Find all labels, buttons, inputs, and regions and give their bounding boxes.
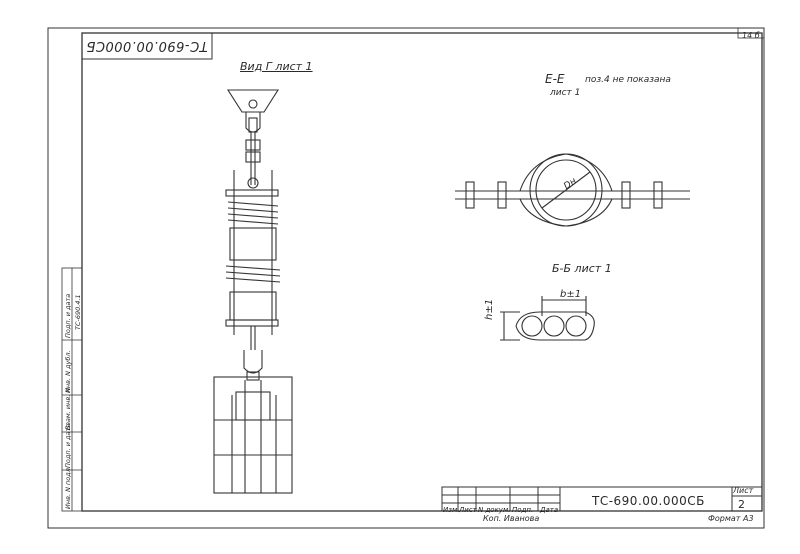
side-label-podp-data-2: Подп. и дата — [64, 293, 72, 338]
inner-frame — [81, 32, 763, 512]
side-label-inv-dubl: Инв. N дубл. — [64, 350, 72, 393]
copyist-label: Коп. Иванова — [483, 514, 540, 523]
side-label-vzam-inv: Взам. инв. N — [64, 387, 72, 430]
side-stamp — [61, 267, 83, 512]
title-block-code: ТС-690.00.000СБ — [592, 494, 705, 508]
tb-header-list: Лист — [459, 506, 477, 514]
hanger-assembly — [213, 89, 293, 494]
title-block-sheet-number: 2 — [738, 498, 745, 511]
format-label: Формат А3 — [708, 514, 754, 523]
section-ee-drawing — [455, 153, 690, 227]
section-ee-title: Е-Е — [545, 72, 565, 86]
corner-sheet-number: 14 б — [742, 31, 760, 40]
section-ee-sheet: лист 1 — [550, 88, 581, 98]
title-block-lines — [441, 486, 763, 512]
section-bb-title: Б-Б лист 1 — [552, 262, 612, 275]
section-bb-drawing — [500, 296, 595, 341]
code-stamp-box — [81, 32, 213, 60]
title-block-sheet-label: Лист — [733, 486, 754, 495]
side-label-inv-podl: Инв. N подл. — [64, 466, 72, 509]
code-stamp: ТС-690.00.000СБ — [86, 38, 208, 53]
dimension-h: h±1 — [484, 298, 495, 320]
dimension-b: b±1 — [560, 289, 582, 300]
tb-header-izm: Изм. — [443, 506, 460, 514]
side-label-podp-data-1: Подп. и дата — [64, 423, 72, 468]
section-ee-note: поз.4 не показана — [585, 75, 671, 85]
tb-header-data: Дата — [540, 506, 559, 514]
view-label: Вид Г лист 1 — [240, 60, 313, 73]
tb-header-podp: Подп. — [512, 506, 534, 514]
outer-frame — [47, 27, 765, 529]
side-stamp-ref: ТС-690.4.1 — [74, 294, 82, 330]
tb-header-ndokum: N докум. — [478, 506, 511, 514]
